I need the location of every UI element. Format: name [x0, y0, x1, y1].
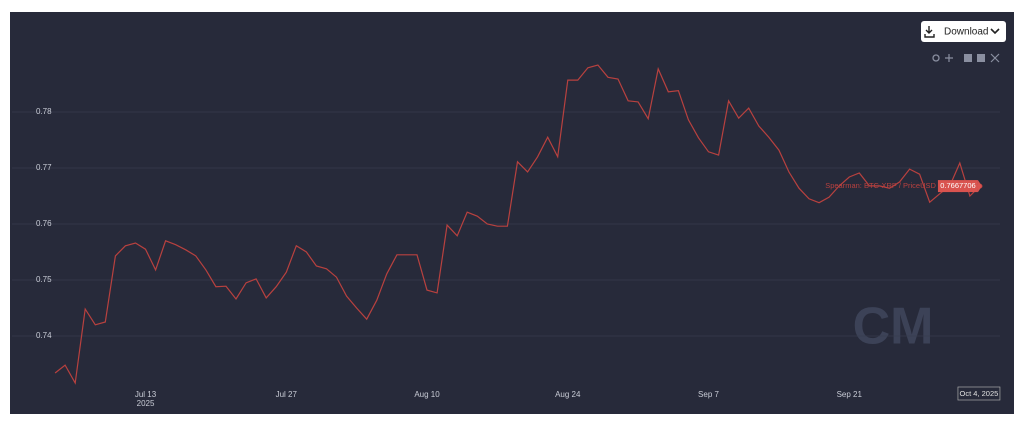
x-tick-label: Aug 10	[414, 390, 440, 399]
download-button[interactable]: Download	[921, 21, 1006, 42]
x-tick-label: Jul 27	[276, 390, 298, 399]
zoom-icon[interactable]	[932, 54, 940, 62]
y-tick-label: 0.78	[36, 107, 52, 116]
reset-icon[interactable]	[990, 53, 1000, 63]
zoom-out-icon[interactable]	[977, 54, 985, 62]
crosshair-label: Oct 4, 2025	[960, 389, 999, 398]
x-tick-label: Sep 21	[837, 390, 863, 399]
x-year-label: 2025	[137, 399, 155, 408]
value-tag-arrow	[977, 180, 982, 193]
panel	[10, 12, 1014, 414]
watermark: CM	[853, 298, 934, 356]
x-tick-label: Aug 24	[555, 390, 581, 399]
y-tick-label: 0.75	[36, 275, 52, 284]
value-tag: 0.7667706	[940, 181, 975, 190]
series-label: Spearman: BTC-XRP / PriceUSD	[825, 181, 936, 190]
download-label[interactable]: Download	[944, 27, 988, 38]
value-tag-bg	[937, 180, 978, 193]
chevron	[990, 28, 1000, 35]
y-tick-label: 0.76	[36, 219, 52, 228]
x-tick-label: Sep 7	[698, 390, 719, 399]
y-tick-label: 0.77	[36, 163, 52, 172]
y-tick-label: 0.74	[36, 331, 52, 340]
pan-icon[interactable]	[945, 54, 953, 62]
zoom-tools	[932, 53, 1000, 63]
zoom-in-icon[interactable]	[964, 54, 972, 62]
x-tick-label: Jul 13	[135, 390, 157, 399]
crosshair-label-bg	[957, 386, 1001, 401]
series-line	[54, 64, 981, 385]
download-bg[interactable]	[921, 21, 1006, 42]
download-icon	[924, 26, 935, 38]
